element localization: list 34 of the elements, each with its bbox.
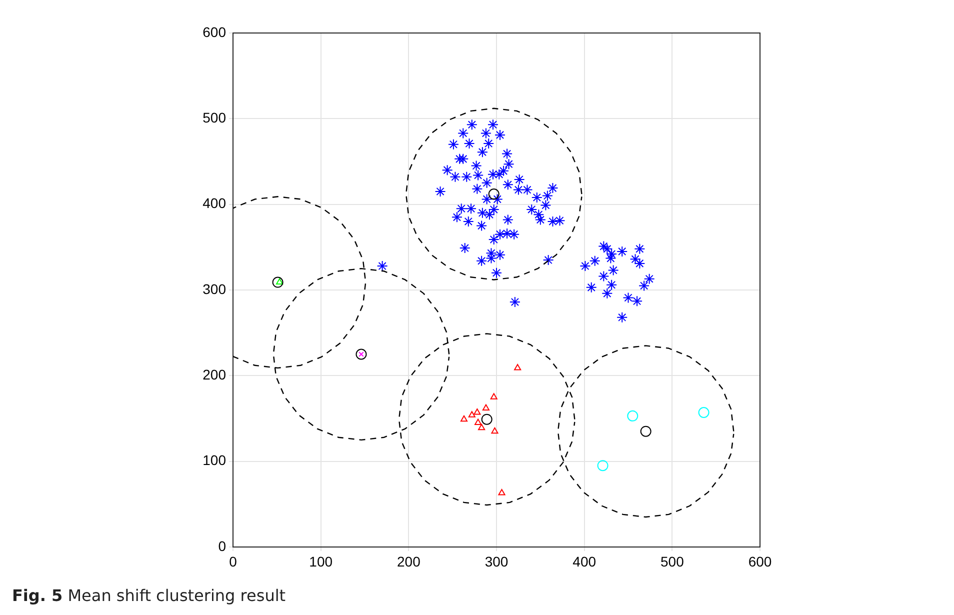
point	[490, 393, 498, 400]
x-tick-label: 500	[660, 553, 684, 570]
point	[698, 407, 710, 418]
y-tick-label: 200	[202, 366, 226, 383]
x-tick-label: 200	[396, 553, 421, 570]
y-tick-label: 500	[202, 110, 226, 126]
point	[627, 410, 638, 422]
point	[488, 188, 500, 200]
point	[640, 426, 652, 437]
point	[491, 427, 498, 434]
y-tick-label: 400	[202, 195, 226, 212]
x-tick-label: 0	[229, 553, 238, 570]
point	[482, 404, 490, 410]
y-tick-label: 300	[202, 280, 226, 297]
y-tick-label: 0	[218, 538, 226, 554]
x-tick-label: 100	[309, 553, 333, 570]
point	[498, 489, 506, 496]
point	[481, 414, 492, 425]
point	[474, 408, 481, 415]
point	[478, 424, 486, 430]
x-tick-label: 400	[572, 553, 596, 570]
point	[468, 411, 476, 418]
x-tick-label: 600	[748, 553, 772, 570]
point	[597, 460, 608, 472]
point	[460, 415, 468, 422]
point	[272, 276, 284, 288]
caption: Fig. 5 Mean shift clustering result	[12, 586, 286, 605]
x-tick-label: 300	[484, 553, 508, 570]
point	[356, 348, 367, 360]
y-tick-label: 100	[202, 452, 226, 468]
line-series	[405, 108, 582, 280]
y-tick-label: 600	[202, 24, 226, 40]
point	[474, 418, 482, 426]
point	[514, 364, 522, 370]
